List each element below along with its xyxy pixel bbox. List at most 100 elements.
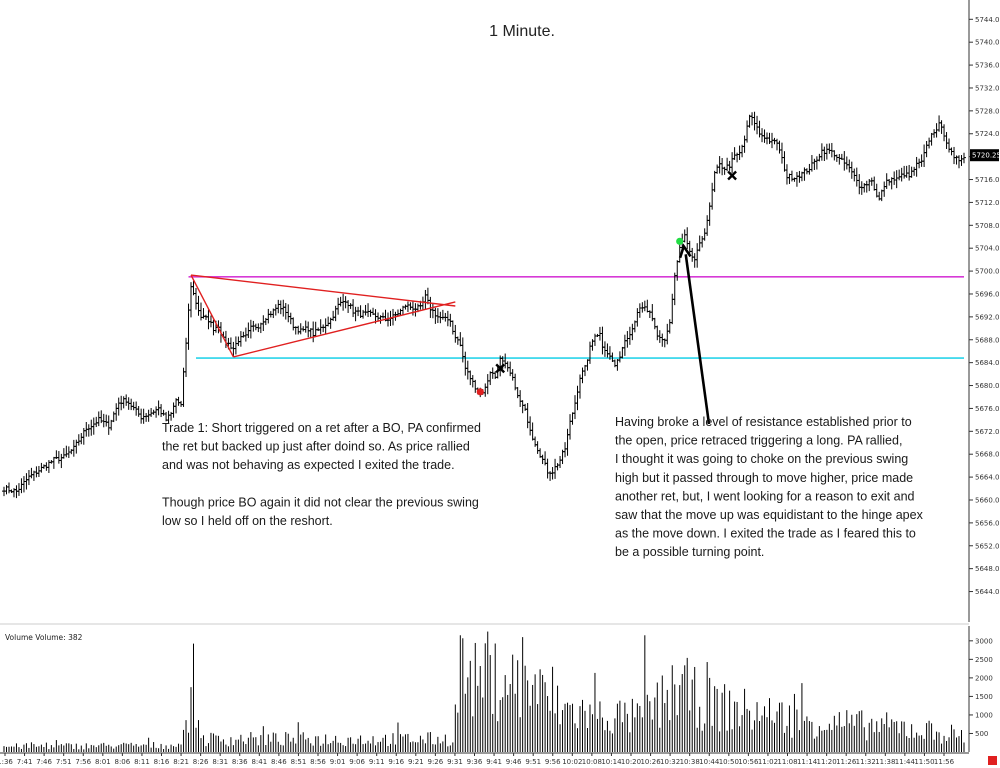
time-tick-label: 8:06	[115, 758, 131, 766]
price-bars	[2, 111, 966, 499]
annotation-trade-1-line: Trade 1: Short triggered on a ret after …	[162, 421, 481, 435]
time-tick-label: 8:11	[134, 758, 150, 766]
time-tick-label: 10:26	[640, 758, 661, 766]
time-tick-label: 11:56	[934, 758, 955, 766]
short-entry-dot	[476, 388, 484, 396]
time-tick-label: 11:50	[914, 758, 934, 766]
price-tick-label: 5648.00	[975, 565, 1000, 573]
time-tick-label: 8:51	[291, 758, 307, 766]
long-arrow	[678, 243, 711, 425]
time-tick-label: 9:41	[486, 758, 502, 766]
time-tick-label: 11:32	[856, 758, 876, 766]
time-tick-label: 10:56	[738, 758, 759, 766]
volume-tick-label: 2000	[975, 674, 993, 682]
arrow-shaft	[684, 254, 711, 425]
volume-tick-label: 3000	[975, 637, 993, 645]
time-tick-label: 8:36	[232, 758, 248, 766]
time-tick-label: 11:26	[836, 758, 857, 766]
price-tick-label: 5732.00	[975, 84, 1000, 92]
triangle-base-line	[190, 274, 235, 358]
time-tick-label: 9:06	[349, 758, 365, 766]
time-tick-label: 8:41	[251, 758, 267, 766]
volume-tick-label: 1000	[975, 711, 993, 719]
time-tick-label: 9:51	[525, 758, 541, 766]
price-tick-label: 5680.00	[975, 382, 1000, 390]
time-tick-label: 10:08	[582, 758, 602, 766]
triangle-pattern	[190, 274, 456, 358]
arrow-head	[678, 243, 692, 259]
volume-tick-label: 500	[975, 730, 988, 738]
annotation-trade-1-line: low so I held off on the reshort.	[162, 514, 333, 528]
price-tick-label: 5716.00	[975, 176, 1000, 184]
time-tick-label: 8:31	[212, 758, 228, 766]
annotation-trade-2-line: as the move down. I exited the trade as …	[615, 527, 916, 541]
annotation-trade-1-line: Though price BO again it did not clear t…	[162, 495, 479, 509]
time-tick-label: 10:50	[719, 758, 739, 766]
price-tick-label: 5740.00	[975, 39, 1000, 47]
price-tick-label: 5676.00	[975, 405, 1000, 413]
time-tick-label: 9:46	[506, 758, 522, 766]
time-tick-label: 8:26	[193, 758, 209, 766]
volume-tick-label: 1500	[975, 693, 993, 701]
time-tick-label: 8:56	[310, 758, 326, 766]
price-tick-label: 5712.00	[975, 199, 1000, 207]
last-price-tag: 5720.25	[970, 149, 1000, 162]
volume-bars	[3, 631, 965, 752]
time-tick-label: 9:36	[467, 758, 483, 766]
corner-square[interactable]	[988, 756, 997, 765]
last-price-box	[970, 149, 999, 162]
time-tick-label: 10:38	[680, 758, 700, 766]
price-tick-label: 5652.00	[975, 542, 1000, 550]
price-tick-label: 5728.00	[975, 107, 1000, 115]
volume-axis: 3000 2500 2000 1500 1000 500	[969, 637, 993, 738]
time-tick-label: 11:38	[875, 758, 895, 766]
price-tick-label: 5664.00	[975, 474, 1000, 482]
time-tick-label: 9:56	[545, 758, 561, 766]
time-tick-label: 11:02	[758, 758, 778, 766]
price-tick-label: 5692.00	[975, 313, 1000, 321]
volume-pane-label: Volume Volume: 382	[5, 633, 83, 642]
time-tick-label: 7:56	[75, 758, 91, 766]
price-tick-label: 5656.00	[975, 519, 1000, 527]
chart-title: 1 Minute.	[489, 23, 555, 40]
price-tick-label: 5708.00	[975, 222, 1000, 230]
time-tick-label: 9:26	[428, 758, 444, 766]
time-tick-label: 9:11	[369, 758, 385, 766]
time-tick-label: 8:46	[271, 758, 287, 766]
time-tick-label: 11:44	[895, 758, 916, 766]
triangle-upper-line	[190, 274, 456, 307]
annotation-trade-2-line: high but it passed through to move highe…	[615, 471, 913, 485]
price-levels	[188, 276, 964, 359]
price-tick-label: 5644.00	[975, 588, 1000, 596]
triangle-lower-line	[233, 301, 456, 358]
time-tick-label: 8:01	[95, 758, 111, 766]
last-price-label: 5720.25	[972, 152, 1000, 160]
price-tick-label: 5704.00	[975, 245, 1000, 253]
time-tick-label: 10:14	[601, 758, 622, 766]
annotation-trade-1-line: and was not behaving as expected I exite…	[162, 458, 455, 472]
price-tick-label: 5736.00	[975, 62, 1000, 70]
time-tick-label: 8:21	[173, 758, 189, 766]
time-tick-label: 10:20	[621, 758, 641, 766]
time-tick-label: 9:21	[408, 758, 424, 766]
annotation-trade-2-line: Having broke a level of resistance estab…	[615, 415, 912, 429]
time-tick-label: 7:51	[56, 758, 72, 766]
time-tick-label: 8:16	[154, 758, 170, 766]
time-tick-label: 7:41	[17, 758, 33, 766]
price-tick-label: 5684.00	[975, 359, 1000, 367]
exit-cross-2	[727, 170, 737, 181]
annotation-trade-2-line: I thought it was going to choke on the p…	[615, 452, 908, 466]
annotation-trade-2: Having broke a level of resistance estab…	[615, 415, 924, 559]
time-tick-label: 11:08	[777, 758, 797, 766]
time-tick-label: 7:46	[36, 758, 52, 766]
price-tick-label: 5724.00	[975, 130, 1000, 138]
exit-cross-1	[495, 363, 506, 374]
annotation-trade-2-line: be a possible turning point.	[615, 545, 764, 559]
price-tick-label: 5700.00	[975, 268, 1000, 276]
annotation-trade-2-line: another ret, but, I went looking for a r…	[615, 489, 915, 503]
time-tick-label: 1:36	[0, 758, 13, 766]
time-tick-label: 10:44	[699, 758, 720, 766]
price-tick-label: 5672.00	[975, 428, 1000, 436]
time-axis: 1:36 7:417:46 7:517:56 8:01 8:068:11 8:168:21…	[0, 753, 955, 766]
